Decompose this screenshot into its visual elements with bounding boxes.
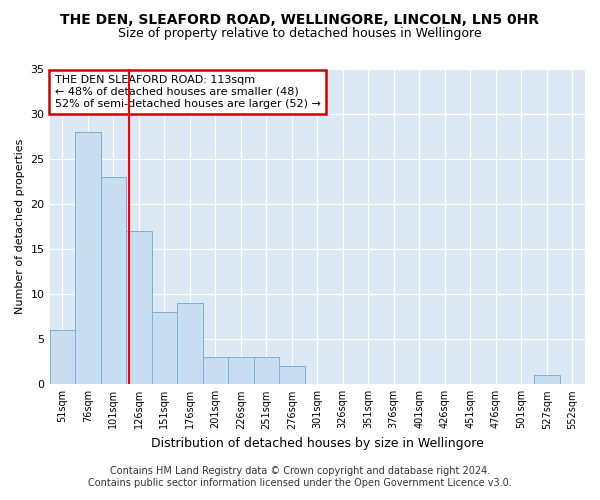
Bar	[177, 303, 203, 384]
Bar	[152, 312, 177, 384]
Text: Size of property relative to detached houses in Wellingore: Size of property relative to detached ho…	[118, 28, 482, 40]
Bar	[254, 358, 279, 384]
Text: THE DEN SLEAFORD ROAD: 113sqm
← 48% of detached houses are smaller (48)
52% of s: THE DEN SLEAFORD ROAD: 113sqm ← 48% of d…	[55, 76, 321, 108]
Bar	[50, 330, 75, 384]
Y-axis label: Number of detached properties: Number of detached properties	[15, 139, 25, 314]
Bar	[101, 177, 126, 384]
Bar	[75, 132, 101, 384]
Bar	[203, 358, 228, 384]
Text: Contains HM Land Registry data © Crown copyright and database right 2024.
Contai: Contains HM Land Registry data © Crown c…	[88, 466, 512, 487]
Bar	[279, 366, 305, 384]
Text: THE DEN, SLEAFORD ROAD, WELLINGORE, LINCOLN, LN5 0HR: THE DEN, SLEAFORD ROAD, WELLINGORE, LINC…	[61, 12, 539, 26]
Bar	[534, 376, 560, 384]
Bar	[228, 358, 254, 384]
Bar	[126, 231, 152, 384]
X-axis label: Distribution of detached houses by size in Wellingore: Distribution of detached houses by size …	[151, 437, 484, 450]
